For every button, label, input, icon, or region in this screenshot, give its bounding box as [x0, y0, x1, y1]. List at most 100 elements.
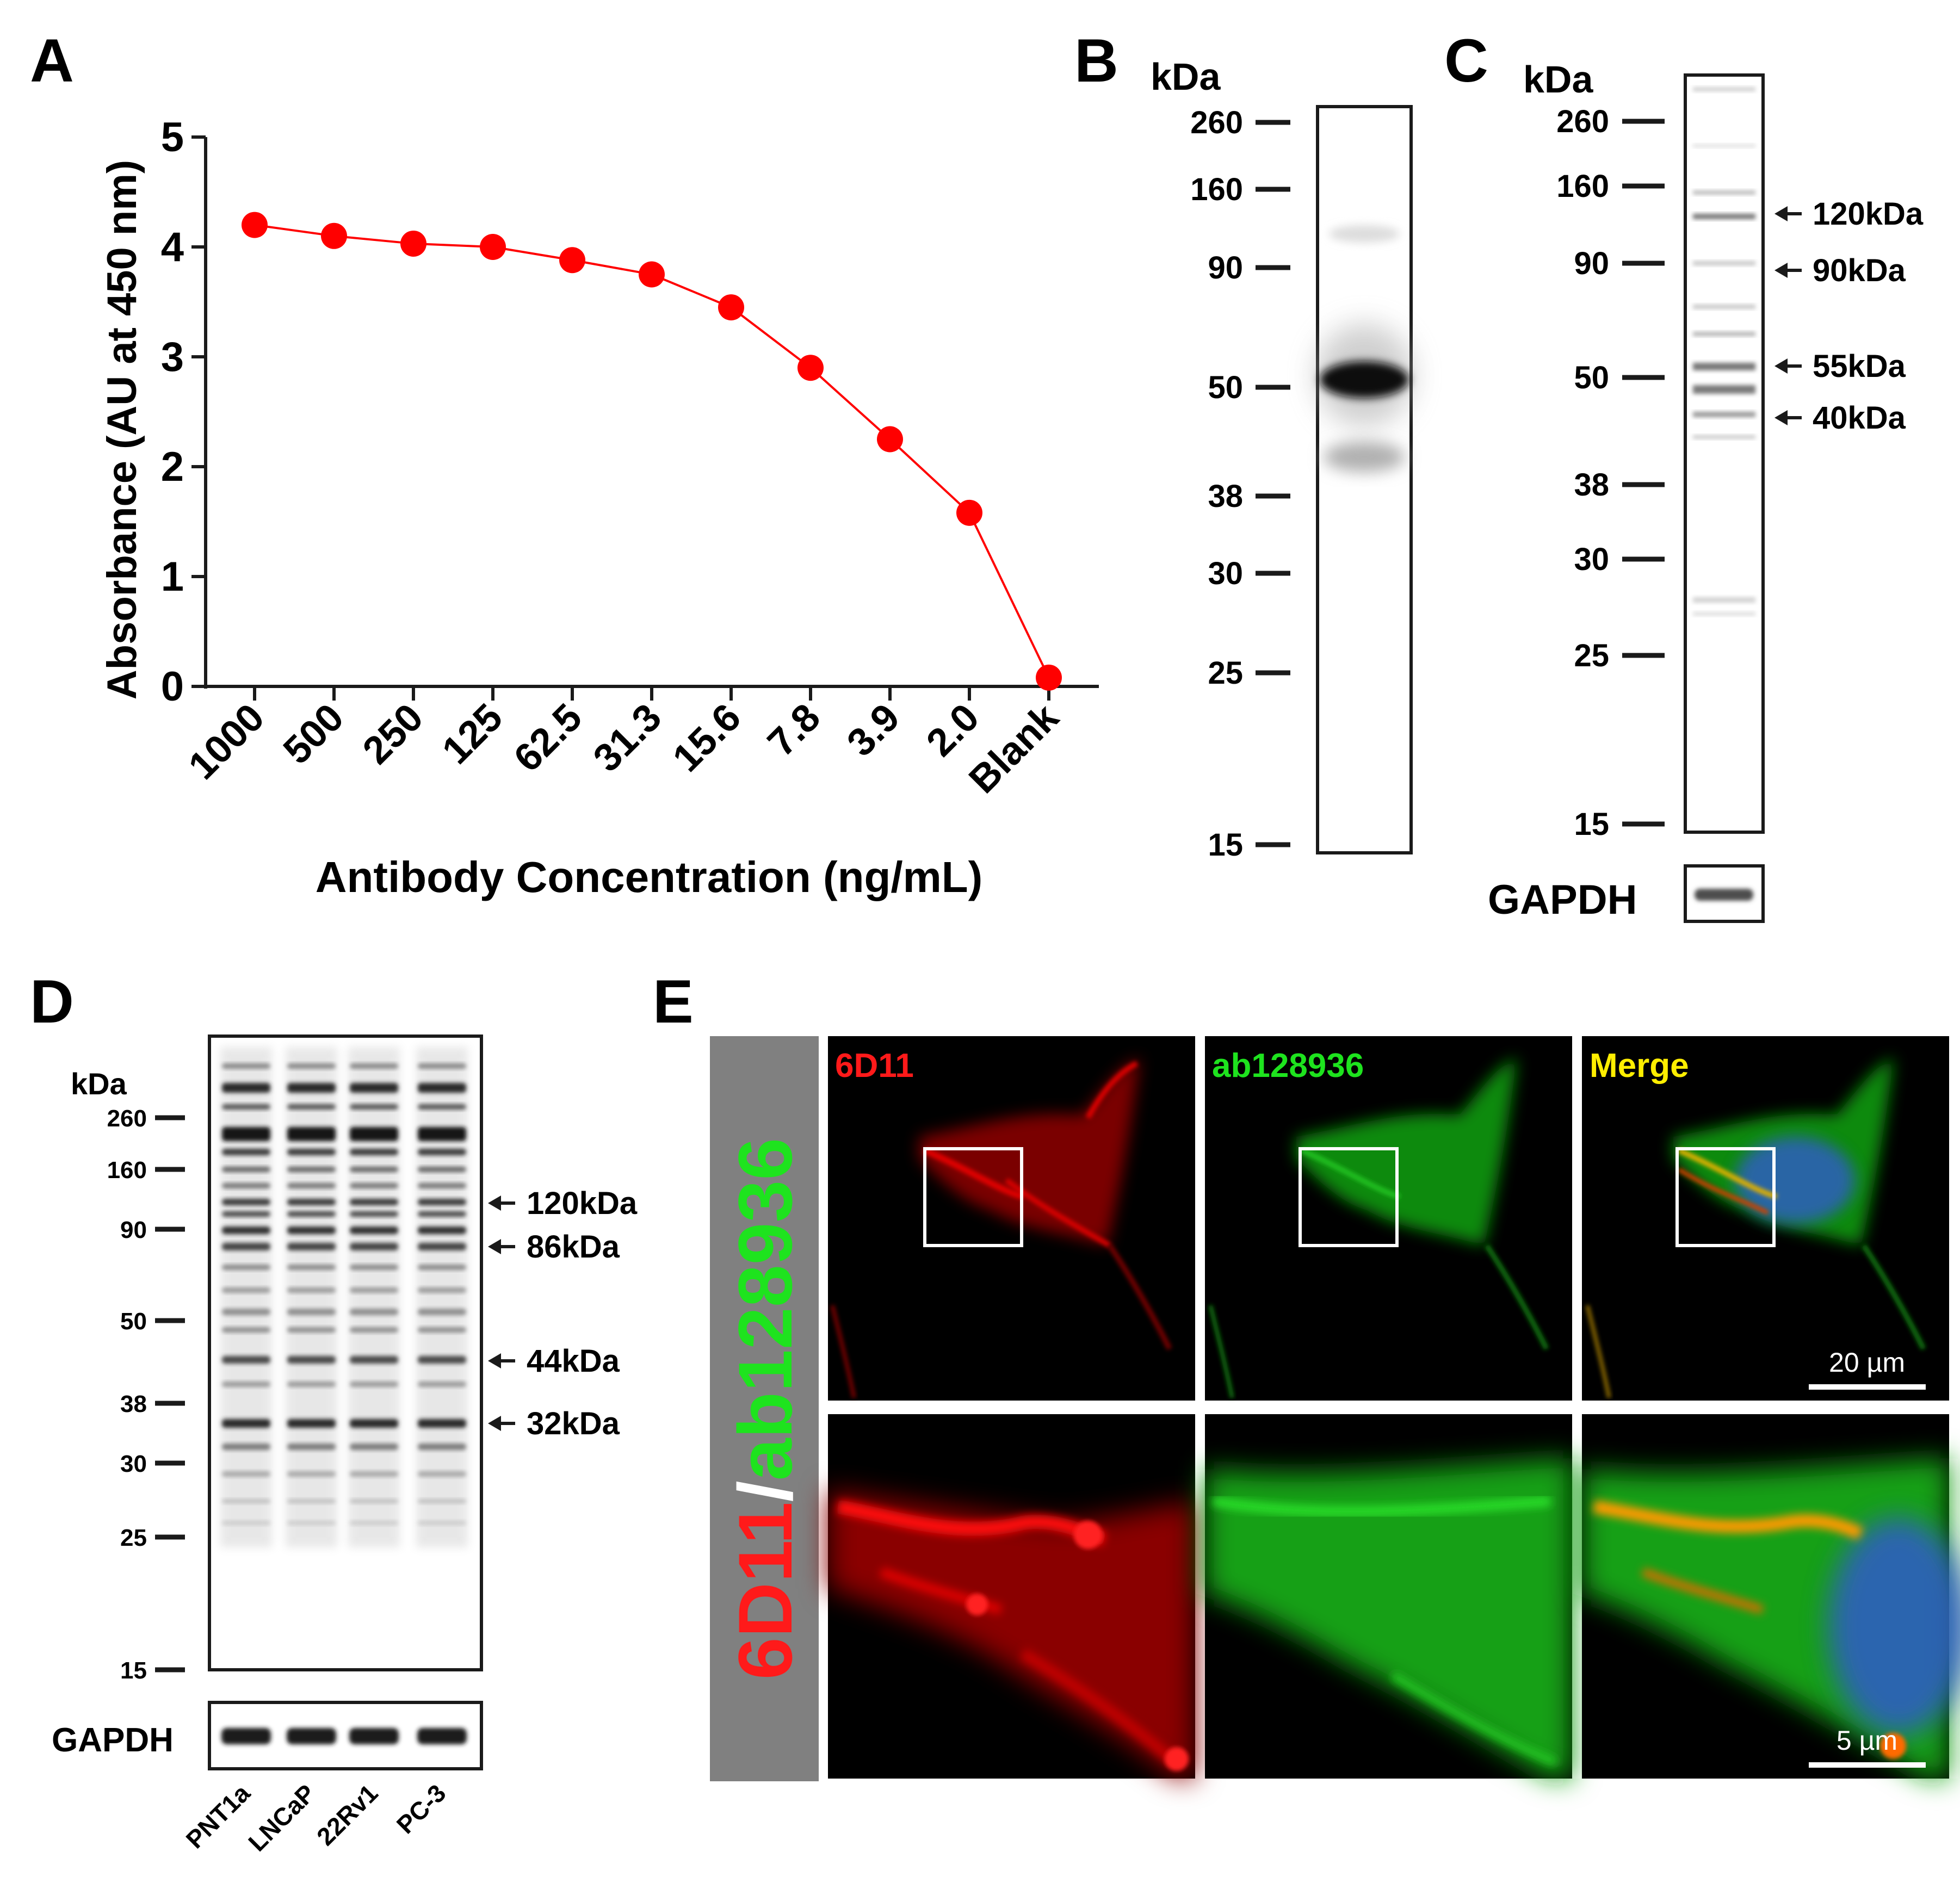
blot-band: [222, 1499, 270, 1503]
blot-c-gapdh-strip: [1684, 864, 1765, 923]
data-point: [956, 499, 982, 526]
y-axis-label: Absorbance (AU at 450 nm): [99, 160, 145, 699]
micrograph-merge-zoom: 5 µm: [1582, 1414, 1960, 1779]
y-tick-label: 4: [161, 224, 184, 270]
blot-d-membrane: [208, 1035, 483, 1671]
side-label-red: 6D11: [722, 1502, 808, 1680]
scale-bar-bottom-label: 5 µm: [1837, 1725, 1897, 1756]
lane-label: PC-3: [391, 1779, 452, 1839]
blot-band: [418, 1227, 466, 1234]
blot-band: [222, 1083, 270, 1093]
lane-22rv1: [348, 1047, 400, 1547]
blot-band: [350, 1471, 398, 1477]
blot-band: [222, 1265, 270, 1270]
blot-band: [350, 1521, 398, 1525]
marker-label: 50: [1574, 360, 1609, 395]
blot-band: [350, 1211, 398, 1217]
marker-label: 50: [1208, 370, 1243, 405]
band-arrowhead: [488, 1353, 501, 1368]
band-arrowhead: [488, 1416, 501, 1431]
blot-band: [350, 1183, 398, 1188]
x-tick-label: 250: [355, 696, 432, 773]
blot-band: [287, 1063, 336, 1069]
band-arrowhead: [1774, 410, 1788, 425]
micrograph-6d11-zoom: [828, 1414, 1195, 1779]
band-label: 32kDa: [527, 1406, 620, 1441]
marker-label: 90: [1574, 246, 1609, 281]
blot-band: [287, 1356, 336, 1364]
blot-band: [287, 1083, 336, 1093]
blot-band: [287, 1521, 336, 1525]
blot-band: [350, 1356, 398, 1364]
blot-d-marker-ladder: 260 160 90 50 38 30 25 15: [107, 1105, 185, 1684]
blot-c-gapdh-label: GAPDH: [1488, 877, 1637, 923]
blot-band: [287, 1149, 336, 1155]
lane-pnt1a: [220, 1047, 272, 1547]
band-label: 120kDa: [1813, 196, 1924, 232]
blot-band: [287, 1127, 336, 1141]
band-arrowhead: [1774, 206, 1788, 221]
panel-a: A Absorbance (AU at 450 nm) 0 1 2 3 4 5 1000 5…: [30, 27, 1099, 901]
marker-label: 15: [1208, 827, 1243, 863]
blot-band: [222, 1243, 270, 1250]
micrograph-merge-overview: Merge 20 µm: [1582, 1036, 1949, 1401]
marker-label: 160: [1556, 169, 1609, 204]
x-tick-label: 15.6: [665, 696, 750, 781]
blot-band: [287, 1287, 336, 1293]
blot-band: [287, 1499, 336, 1503]
blot-band: [418, 1356, 466, 1364]
blot-c-band-40: [1693, 412, 1755, 417]
blot-c-band-120: [1693, 214, 1755, 219]
blot-b-main-band: [1320, 361, 1409, 398]
scale-bar-top-label: 20 µm: [1829, 1347, 1905, 1378]
panel-d-letter: D: [30, 968, 74, 1036]
band-arrowhead: [488, 1196, 501, 1211]
blot-band: [350, 1127, 398, 1141]
roi-box: [1675, 1147, 1776, 1247]
blot-band: [287, 1471, 336, 1477]
panel-a-letter: A: [30, 27, 74, 95]
blot-band: [222, 1419, 270, 1428]
blot-band: [418, 1382, 466, 1387]
channel-label-6d11: 6D11: [835, 1047, 914, 1085]
side-label: 6D11/ab128936: [722, 1138, 808, 1680]
scale-bar-top: [1809, 1384, 1926, 1390]
blot-band: [418, 1327, 466, 1333]
marker-label: 38: [1208, 479, 1243, 514]
micrograph-6d11-overview: 6D11: [828, 1036, 1195, 1401]
micrograph-ab128936-zoom: [1205, 1414, 1572, 1779]
band-label: 55kDa: [1813, 349, 1906, 384]
marker-label: 25: [1208, 655, 1243, 691]
band-label: 86kDa: [527, 1229, 620, 1265]
blot-band: [350, 1149, 398, 1155]
marker-label: 15: [120, 1657, 147, 1684]
blot-band: [350, 1227, 398, 1234]
blot-d-band-annotations: 120kDa 86kDa 44kDa 32kDa: [488, 1186, 638, 1441]
band-arrowhead: [1774, 358, 1788, 374]
blot-band: [222, 1211, 270, 1217]
blot-band: [350, 1063, 398, 1069]
marker-label: 30: [1208, 556, 1243, 591]
blot-band: [350, 1265, 398, 1270]
lane-label: LNCaP: [243, 1779, 320, 1856]
blot-band: [418, 1265, 466, 1270]
marker-label: 90: [1208, 250, 1243, 286]
band-label: 40kDa: [1813, 400, 1906, 436]
blot-band: [350, 1167, 398, 1172]
y-tick-label: 1: [161, 554, 184, 600]
band-label: 120kDa: [527, 1186, 638, 1221]
blot-band: [222, 1183, 270, 1188]
blot-band: [418, 1149, 466, 1155]
x-tick-label: Blank: [961, 695, 1067, 802]
blot-band: [418, 1471, 466, 1477]
blot-band: [350, 1083, 398, 1093]
blot-band: [222, 1287, 270, 1293]
scale-bar-bottom: [1809, 1762, 1926, 1768]
blot-band: [418, 1199, 466, 1205]
blot-band: [418, 1287, 466, 1293]
data-point: [559, 247, 585, 274]
blot-band: [222, 1444, 270, 1450]
